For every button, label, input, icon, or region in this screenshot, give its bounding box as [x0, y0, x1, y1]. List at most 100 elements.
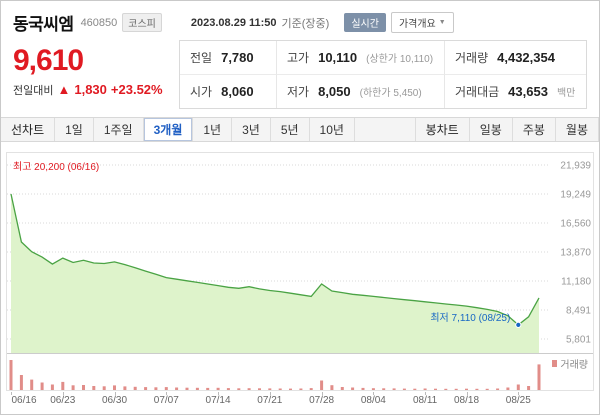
market-badge: 코스피: [122, 13, 162, 32]
chart-box: 21,939 19,249 16,560 13,870 11,180 8,491 5,801…: [6, 152, 594, 391]
tab-3개월[interactable]: 3개월: [143, 118, 194, 141]
volume-bar: [320, 380, 324, 390]
volume-bar: [102, 386, 106, 390]
volume-bar: [361, 387, 365, 390]
x-tick-mark: [218, 392, 220, 395]
up-arrow-icon: ▲: [57, 81, 71, 97]
summary-table: 전일 7,780 고가 10,110 (상한가 10,110) 거래량 4,43…: [179, 40, 587, 109]
volume-bar: [465, 388, 468, 390]
price-overview-label: 가격개요: [398, 19, 436, 30]
tab-1주일[interactable]: 1주일: [94, 118, 144, 141]
volume-bar: [154, 387, 158, 390]
volume-bar: [50, 384, 54, 390]
x-tick-label: 07/14: [205, 395, 231, 406]
price-chart-svg[interactable]: 21,939 19,249 16,560 13,870 11,180 8,491 5,801…: [7, 153, 593, 353]
current-price-block: 9,610 전일대비 ▲ 1,830 +23.52%: [1, 40, 179, 109]
volume-bar: [92, 386, 96, 390]
x-tick-mark: [62, 392, 64, 395]
line-tabs: 1일 1주일 3개월 1년 3년 5년 10년: [55, 118, 355, 141]
tab-1일[interactable]: 1일: [55, 118, 94, 141]
x-tick-label: 08/04: [360, 395, 386, 406]
open-label: 시가: [190, 85, 213, 99]
chevron-down-icon: ▼: [438, 19, 446, 26]
x-tick-label: 07/21: [257, 395, 283, 406]
volume-bar: [30, 379, 34, 390]
volume-bar: [496, 388, 500, 390]
volume-label: 거래량: [455, 51, 489, 65]
chart-area: 21,939 19,249 16,560 13,870 11,180 8,491 5,801…: [6, 152, 594, 408]
volume-bar: [382, 388, 386, 390]
y-tick-label: 13,870: [560, 248, 591, 259]
volume-bar: [247, 388, 251, 390]
volume-bar: [113, 385, 116, 390]
y-tick-label: 16,560: [560, 219, 591, 230]
volume-bar: [289, 388, 292, 390]
trade-value-value: 43,653: [508, 84, 548, 99]
volume-bar: [258, 388, 261, 390]
x-tick-mark: [425, 392, 427, 395]
volume-bar: [144, 387, 148, 390]
x-tick-mark: [321, 392, 323, 395]
price-change-line: 전일대비 ▲ 1,830 +23.52%: [13, 82, 179, 98]
x-tick-mark: [373, 392, 375, 395]
price-section: 9,610 전일대비 ▲ 1,830 +23.52% 전일 7,780 고가 1…: [1, 40, 599, 109]
volume-bar: [278, 388, 282, 390]
high-value: 10,110: [318, 50, 358, 65]
tab-일봉[interactable]: 일봉: [470, 118, 513, 141]
candle-chart-group-label: 봉차트: [416, 118, 470, 141]
volume-bar: [237, 388, 241, 390]
volume-bar: [516, 384, 520, 390]
price-overview-dropdown[interactable]: 가격개요 ▼: [390, 12, 454, 33]
change-percent: +23.52%: [110, 81, 163, 97]
tab-3년[interactable]: 3년: [232, 118, 271, 141]
volume-bar: [82, 385, 85, 390]
y-tick-label: 5,801: [566, 335, 591, 346]
volume-bar: [527, 386, 531, 390]
volume-bar-icon: [552, 360, 558, 367]
x-tick-label: 07/07: [153, 395, 179, 406]
volume-bar: [351, 387, 355, 390]
low-value: 8,050: [318, 84, 351, 99]
volume-bar: [19, 375, 23, 390]
lower-limit-value: (하한가 5,450): [359, 88, 422, 99]
quote-datetime: 2023.08.29 11:50: [190, 16, 277, 29]
tab-5년[interactable]: 5년: [271, 118, 310, 141]
tab-1년[interactable]: 1년: [193, 118, 233, 141]
chart-period-tabbar: 선차트 1일 1주일 3개월 1년 3년 5년 10년 봉차트 일봉 주봉 월봉: [1, 117, 599, 142]
y-tick-label: 11,180: [561, 277, 591, 288]
quote-basis: 기준(장중): [281, 17, 330, 30]
volume-bar: [485, 388, 489, 390]
candle-tabs: 일봉 주봉 월봉: [470, 118, 599, 141]
volume-bar: [164, 387, 168, 390]
volume-bar: [537, 364, 541, 390]
volume-bar: [475, 388, 479, 390]
volume-bar: [402, 388, 406, 390]
price-area-fill: [11, 194, 539, 353]
volume-bar: [506, 387, 510, 390]
volume-bar: [330, 385, 334, 390]
volume-bar: [123, 386, 127, 390]
y-tick-label: 21,939: [560, 161, 591, 172]
volume-bar: [206, 387, 210, 390]
x-tick-label: 06/30: [102, 395, 128, 406]
volume-pane: 거래량: [7, 353, 593, 390]
tab-10년[interactable]: 10년: [310, 118, 355, 141]
volume-bar: [371, 388, 375, 390]
volume-bar: [423, 388, 427, 390]
volume-bar: [185, 387, 189, 390]
stock-code: 460850: [80, 16, 118, 29]
stock-name: 동국씨엠: [13, 15, 74, 34]
summary-trade-value: 거래대금 43,653 백만: [444, 75, 586, 108]
volume-bar: [61, 381, 65, 390]
y-tick-label: 8,491: [566, 306, 591, 317]
volume-bar: [9, 360, 13, 390]
x-tick-mark: [466, 392, 468, 395]
low-label: 저가: [287, 85, 310, 99]
tab-주봉[interactable]: 주봉: [513, 118, 556, 141]
x-tick-label: 06/16: [11, 395, 37, 406]
summary-volume: 거래량 4,432,354: [444, 41, 586, 75]
tab-월봉[interactable]: 월봉: [556, 118, 599, 141]
price-line: [10, 193, 540, 326]
low-annotation: 최저 7,110 (08/25): [430, 312, 510, 324]
volume-chart-svg: [9, 360, 541, 390]
